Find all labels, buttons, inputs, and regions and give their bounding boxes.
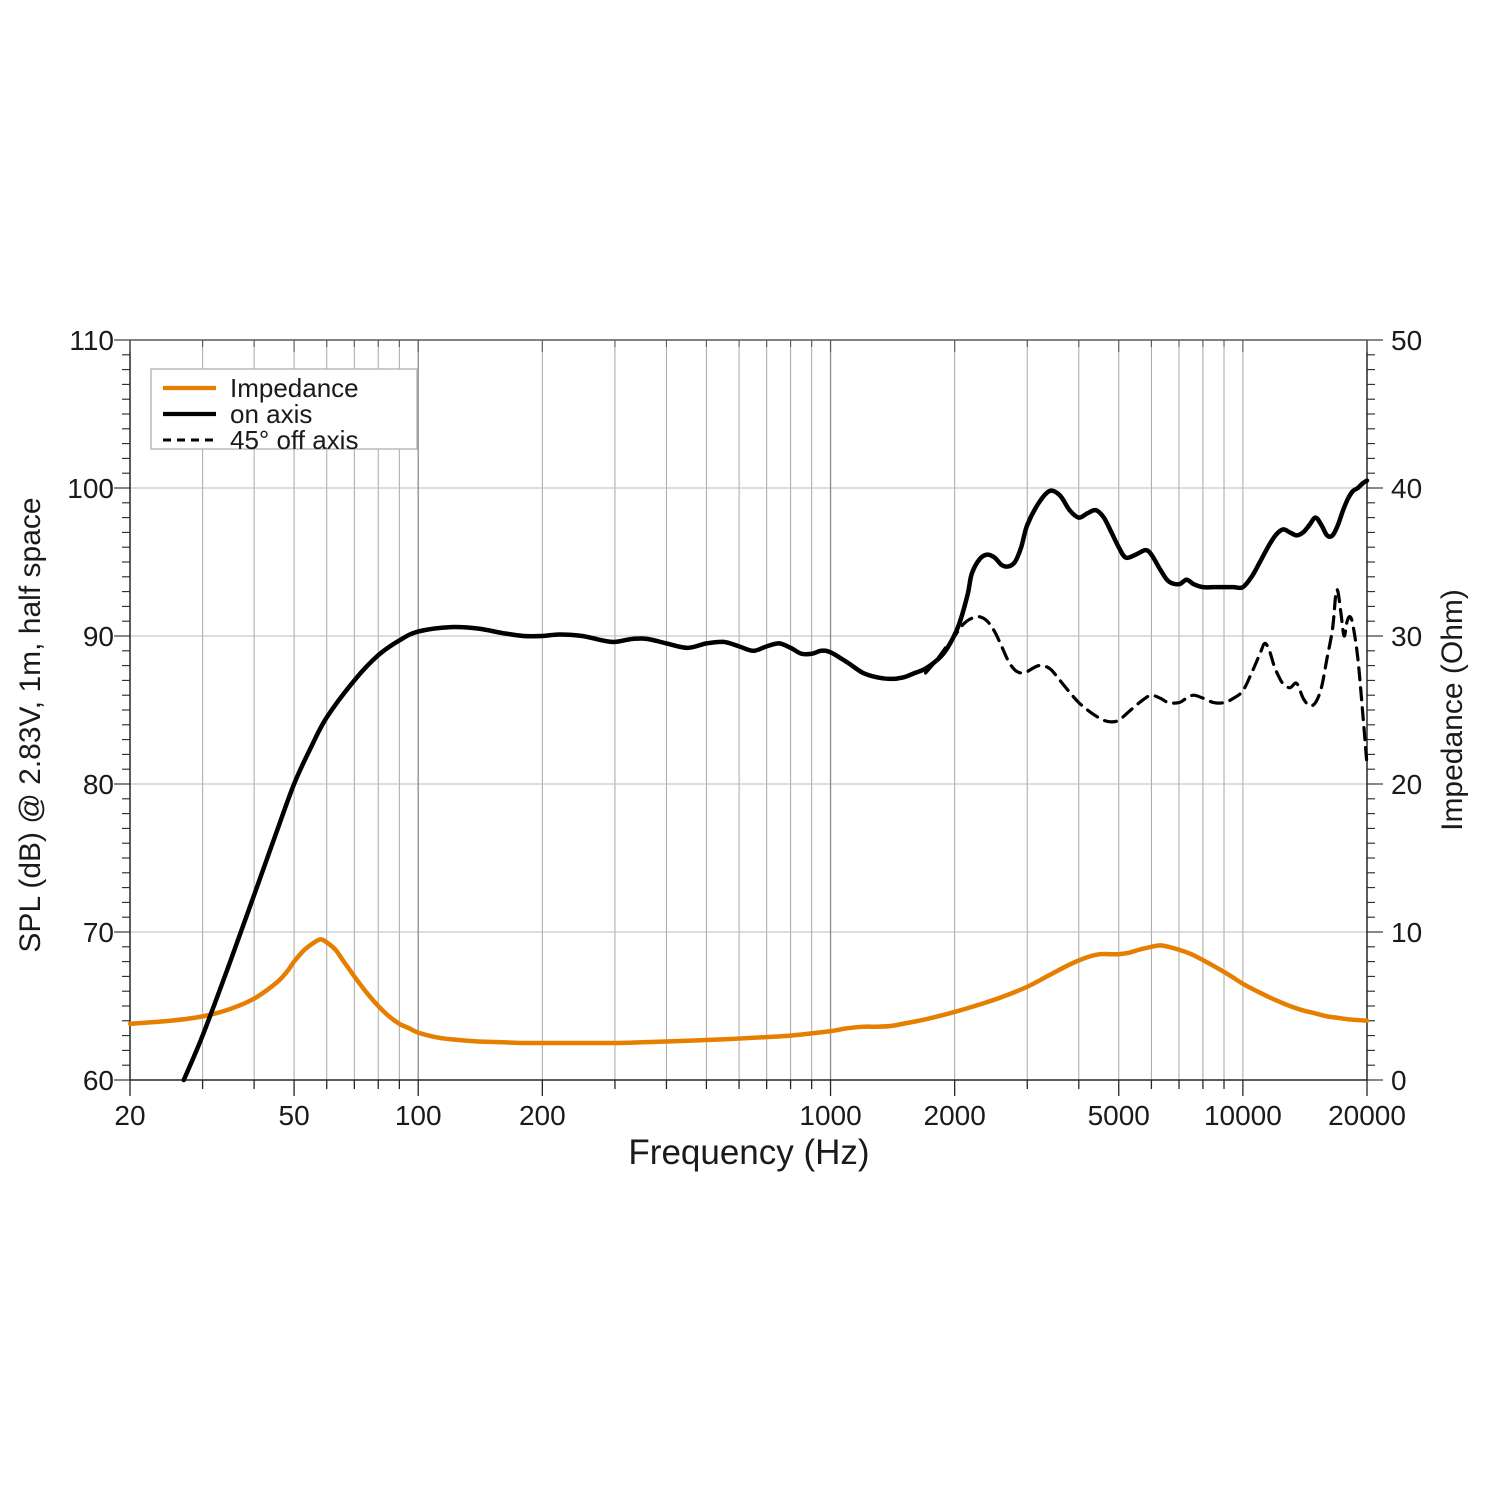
svg-text:20: 20 <box>114 1100 145 1131</box>
svg-text:2000: 2000 <box>924 1100 986 1131</box>
svg-text:40: 40 <box>1391 473 1422 504</box>
svg-text:60: 60 <box>83 1065 114 1096</box>
svg-text:SPL (dB) @ 2.83V, 1m, half spa: SPL (dB) @ 2.83V, 1m, half space <box>14 497 47 952</box>
svg-text:0: 0 <box>1391 1065 1407 1096</box>
svg-text:Impedance (Ohm): Impedance (Ohm) <box>1436 589 1469 831</box>
svg-text:30: 30 <box>1391 621 1422 652</box>
svg-text:5000: 5000 <box>1088 1100 1150 1131</box>
svg-text:70: 70 <box>83 917 114 948</box>
svg-text:20: 20 <box>1391 769 1422 800</box>
svg-text:200: 200 <box>519 1100 566 1131</box>
svg-text:20000: 20000 <box>1328 1100 1406 1131</box>
svg-text:10: 10 <box>1391 917 1422 948</box>
svg-text:90: 90 <box>83 621 114 652</box>
svg-text:10000: 10000 <box>1204 1100 1282 1131</box>
svg-text:110: 110 <box>69 325 114 356</box>
svg-text:100: 100 <box>67 473 114 504</box>
svg-text:Frequency (Hz): Frequency (Hz) <box>628 1133 869 1172</box>
svg-text:50: 50 <box>1391 325 1422 356</box>
svg-text:100: 100 <box>395 1100 442 1131</box>
svg-text:1000: 1000 <box>799 1100 861 1131</box>
svg-text:45° off axis: 45° off axis <box>230 425 358 455</box>
svg-text:80: 80 <box>83 769 114 800</box>
svg-text:50: 50 <box>279 1100 310 1131</box>
